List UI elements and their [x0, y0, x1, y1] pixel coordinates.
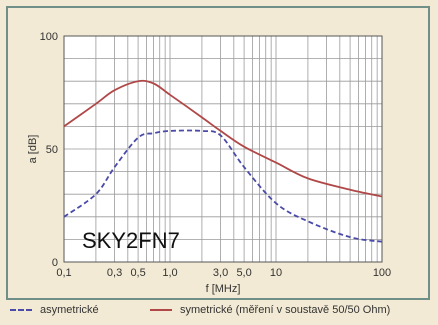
x-tick-label: 0,3 [107, 267, 122, 279]
legend: asymetrické symetrické (měření v soustav… [0, 304, 438, 322]
series-line-asym [63, 129, 383, 243]
x-tick-label: 100 [373, 267, 391, 279]
legend-swatch-sym [150, 309, 172, 311]
y-axis-label: a [dB] [27, 135, 39, 164]
legend-item-asym: asymetrické [10, 304, 99, 316]
chart-svg: 0 50 100 0,1 0,3 0,5 1,0 3,0 5,0 10 100 f [MHz] a [d… [27, 31, 391, 295]
y-tick-label: 50 [46, 144, 58, 156]
grid [63, 35, 383, 263]
legend-label-asym: asymetrické [40, 304, 99, 316]
x-tick-label: 3,0 [213, 267, 228, 279]
x-axis-label: f [MHz] [206, 283, 241, 295]
y-tick-label: 100 [40, 31, 58, 43]
x-tick-label: 10 [270, 267, 282, 279]
plot-border [63, 35, 383, 263]
series-line-sym [63, 79, 383, 198]
legend-swatch-asym [10, 309, 32, 311]
x-tick-label: 5,0 [236, 267, 251, 279]
chart-frame: 0 50 100 0,1 0,3 0,5 1,0 3,0 5,0 10 100 f [MHz] a [d… [6, 6, 430, 300]
chart-annotation: SKY2FN7 [82, 228, 180, 253]
x-tick-label: 0,5 [130, 267, 145, 279]
y-tick-label: 0 [52, 257, 58, 269]
x-tick-label: 0,1 [56, 267, 71, 279]
x-tick-label: 1,0 [162, 267, 177, 279]
legend-item-sym: symetrické (měření v soustavě 50/50 Ohm) [150, 304, 390, 316]
legend-label-sym: symetrické (měření v soustavě 50/50 Ohm) [180, 304, 391, 316]
